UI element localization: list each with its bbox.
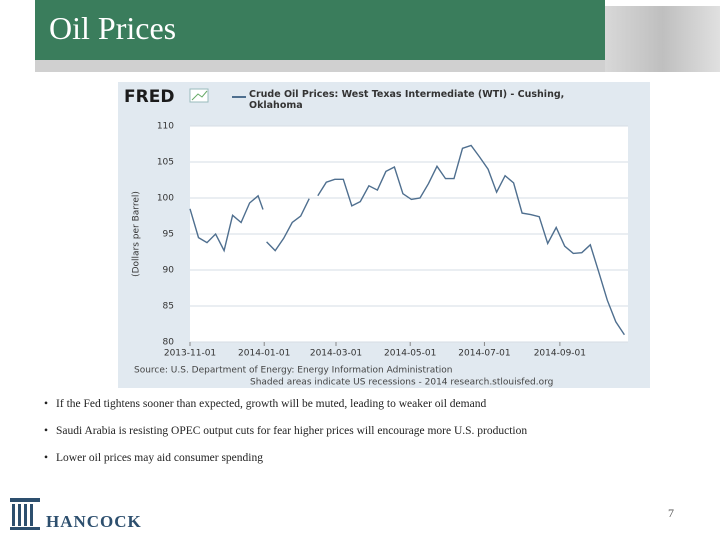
x-tick-label: 2013-11-01 xyxy=(164,349,216,359)
logo: HANCOCK xyxy=(46,512,142,531)
y-tick-label: 85 xyxy=(163,302,174,312)
y-tick-label: 95 xyxy=(163,230,174,240)
x-tick-label: 2014-01-01 xyxy=(238,349,290,359)
bullet-list: If the Fed tightens sooner than expected… xyxy=(44,398,527,479)
y-axis-label: (Dollars per Barrel) xyxy=(132,191,142,277)
header-shadow xyxy=(35,60,605,72)
legend-label: Crude Oil Prices: West Texas Intermediat… xyxy=(249,89,565,111)
fred-logo-icon xyxy=(189,88,209,103)
legend: Crude Oil Prices: West Texas Intermediat… xyxy=(249,89,565,111)
x-tick-label: 2014-05-01 xyxy=(384,349,436,359)
y-tick-label: 100 xyxy=(157,194,174,204)
y-tick-label: 110 xyxy=(157,122,174,132)
price-line xyxy=(189,194,264,253)
x-tick-label: 2014-03-01 xyxy=(310,349,362,359)
source: Source: U.S. Department of Energy: Energ… xyxy=(134,366,452,376)
page-number: 7 xyxy=(668,506,674,520)
title-bar: Oil Prices xyxy=(35,0,605,60)
slide-title: Oil Prices xyxy=(49,10,177,46)
price-line xyxy=(317,144,625,336)
y-tick-label: 105 xyxy=(157,158,174,168)
bullet: If the Fed tightens sooner than expected… xyxy=(44,398,527,410)
y-tick-label: 80 xyxy=(163,338,175,348)
bullet: Saudi Arabia is resisting OPEC output cu… xyxy=(44,425,527,437)
x-tick-label: 2014-07-01 xyxy=(458,349,510,359)
header-image xyxy=(605,6,720,72)
x-tick-label: 2014-09-01 xyxy=(534,349,586,359)
note: Shaded areas indicate US recessions - 20… xyxy=(250,378,553,388)
bullet: Lower oil prices may aid consumer spendi… xyxy=(44,452,527,464)
brand: FRED xyxy=(124,87,174,107)
price-line xyxy=(266,198,310,252)
y-tick-label: 90 xyxy=(163,266,175,276)
